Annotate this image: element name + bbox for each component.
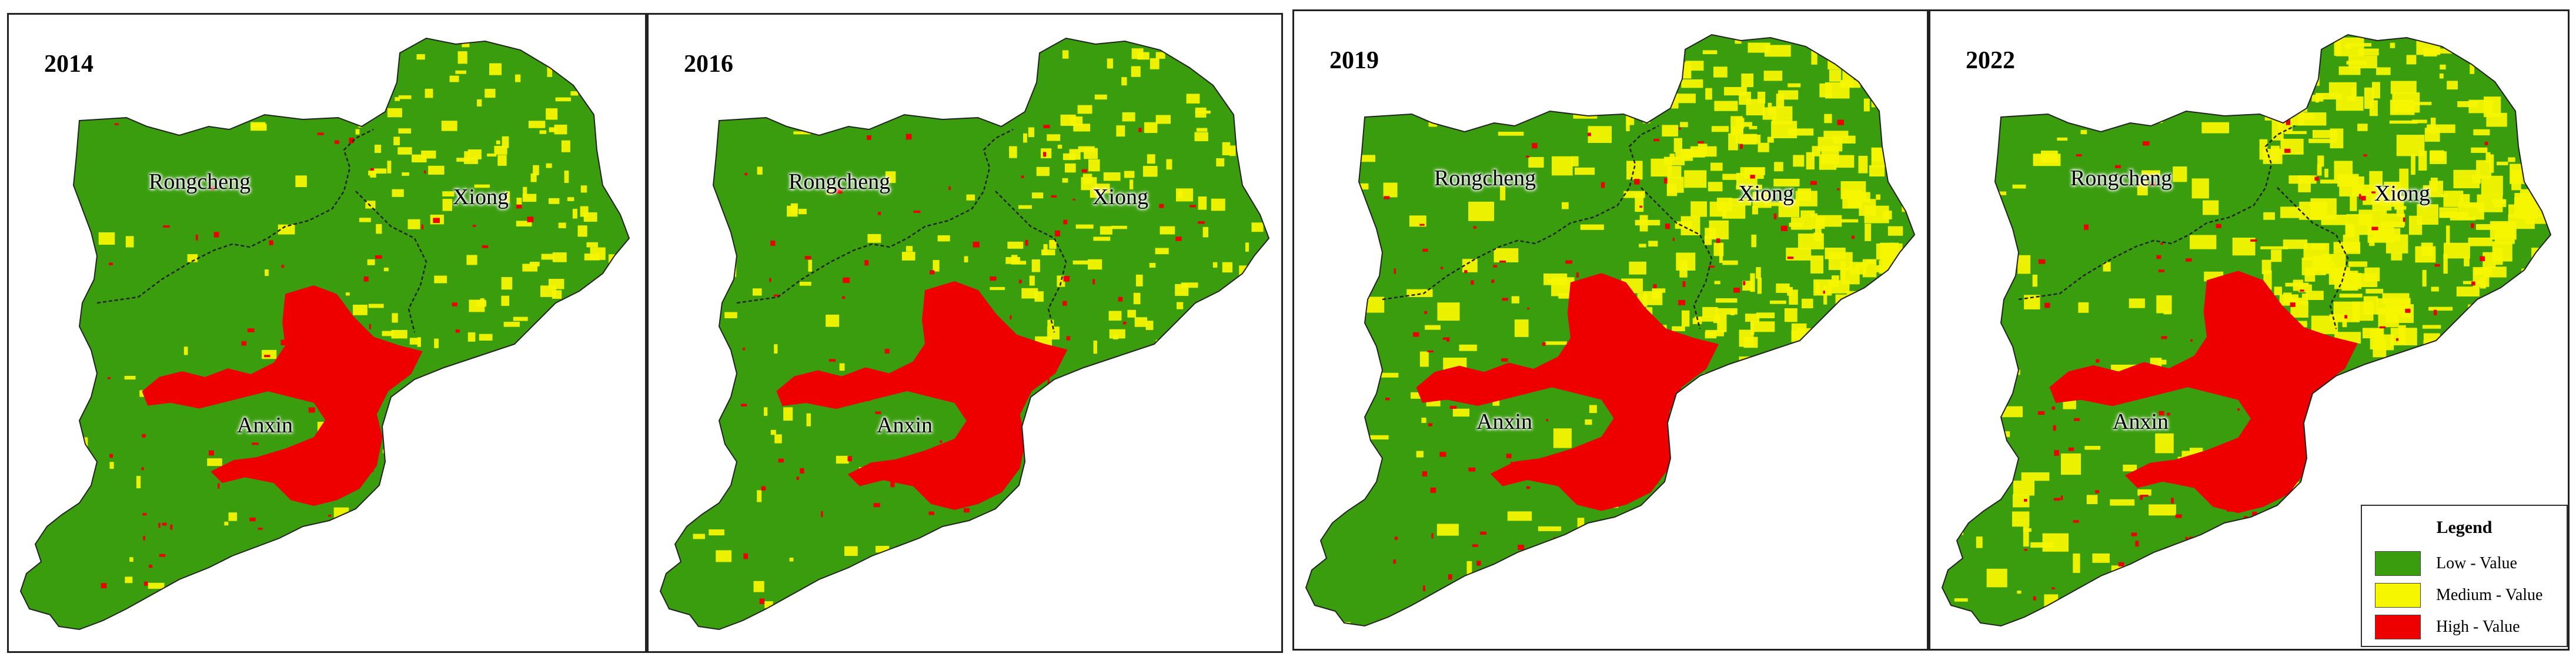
region-label-anxin: Anxin [2113,409,2169,434]
legend-swatch-medium [2375,583,2421,608]
region-label-rongcheng: Rongcheng [1434,166,1536,191]
legend-title: Legend [2436,518,2493,537]
legend-item-medium: Medium - Value [2375,582,2542,608]
region-outline [659,37,1270,631]
region-label-anxin: Anxin [1476,409,1532,434]
legend-item-low: Low - Value [2375,551,2517,576]
map-canvas [1305,34,1916,627]
legend-label-low: Low - Value [2436,554,2517,572]
legend-item-high: High - Value [2375,614,2520,640]
district-boundary [736,128,1067,333]
panel-year: 2022 [1966,47,2015,74]
region-label-rongcheng: Rongcheng [149,169,251,194]
region-label-xiong: Xiong [1738,181,1794,206]
region-label-rongcheng: Rongcheng [788,169,891,194]
map-panel-2019: 2019 Rongcheng Xiong Anxin [1292,9,1929,651]
panel-year: 2014 [44,51,93,78]
map-canvas [659,37,1270,631]
map-canvas [1941,34,2552,627]
panel-year: 2016 [684,51,733,78]
region-outline [1941,34,2552,627]
region-label-anxin: Anxin [877,413,933,438]
legend-swatch-high [2375,615,2421,639]
legend-swatch-low [2375,551,2421,576]
map-panel-2016: 2016 Rongcheng Xiong Anxin [647,13,1283,653]
region-label-xiong: Xiong [2374,181,2430,206]
district-boundary [1382,125,1713,329]
district-boundary [96,128,427,333]
map-legend: Legend Low - Value Medium - Value High -… [2361,505,2568,647]
region-label-xiong: Xiong [453,185,509,209]
district-boundary [2018,125,2349,329]
region-outline [19,37,630,631]
map-canvas [19,37,630,631]
region-label-rongcheng: Rongcheng [2070,166,2173,191]
region-label-anxin: Anxin [237,413,293,438]
map-panel-2014: 2014 Rongcheng Xiong Anxin [7,13,647,653]
legend-label-medium: Medium - Value [2436,586,2543,604]
legend-label-high: High - Value [2436,618,2520,636]
region-outline [1305,34,1916,627]
region-label-xiong: Xiong [1092,185,1148,209]
panel-year: 2019 [1329,47,1379,74]
